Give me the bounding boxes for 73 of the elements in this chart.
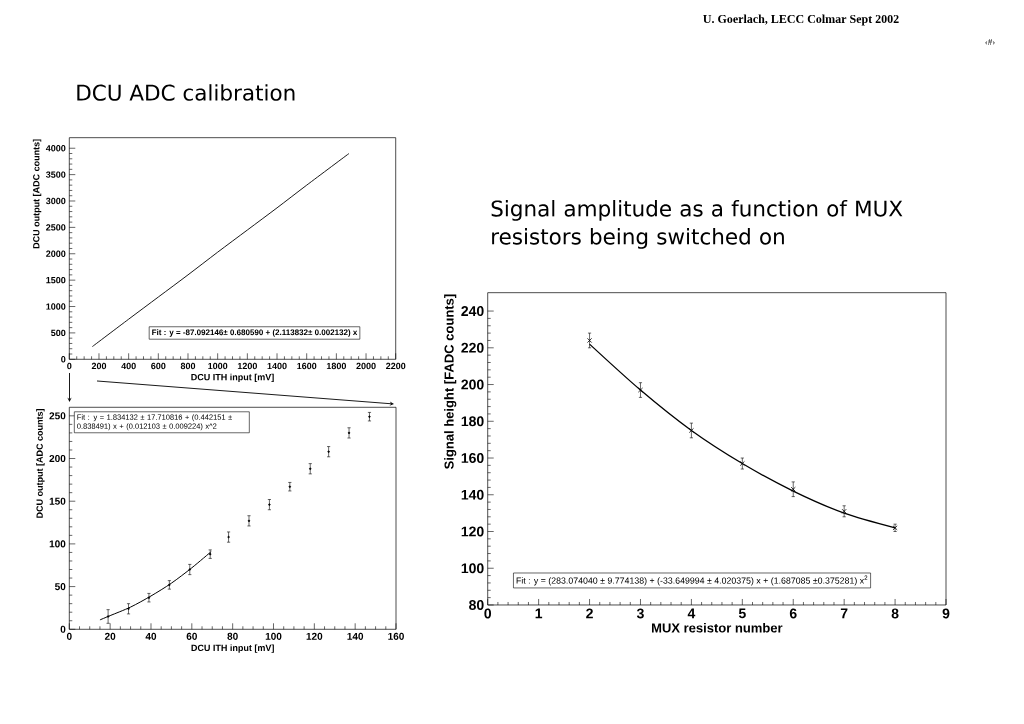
y-axis-title: Signal height [FADC counts]: [444, 294, 457, 469]
x-tick-label: 20: [104, 632, 116, 640]
y-tick-label: 240: [461, 306, 484, 317]
point: [841, 508, 847, 514]
y-tick-label: 500: [51, 329, 66, 337]
y-tick-label: 1500: [46, 276, 66, 284]
text: U. Goerlach, LECC Colmar Sept 2002: [703, 14, 899, 26]
y-tick-label: 0: [61, 356, 66, 363]
annotation: Fit : y = (283.074040 ± 9.774138) + (-33.649994 ± 4.020375) x + (1.687085 ±0.375281) x$^{2}$: [516, 575, 868, 586]
x-tick-label: 0: [484, 608, 492, 619]
x-tick-label: 0: [66, 632, 72, 640]
y-tick-label: 2500: [46, 224, 66, 231]
x-tick-label: 0: [67, 362, 72, 370]
x-tick-label: 2000: [356, 362, 376, 370]
x-tick-label: 1800: [326, 362, 347, 370]
x-tick-label: 160: [388, 632, 404, 640]
x-tick-label: 400: [121, 362, 136, 370]
y-tick-label: 50: [54, 583, 66, 591]
x-tick-label: 7: [840, 608, 848, 619]
y-tick-label: 80: [469, 600, 484, 610]
y-tick-label: 180: [461, 416, 484, 427]
x-tick-label: 3: [636, 608, 644, 619]
x-tick-label: 2: [586, 608, 593, 619]
y-tick-label: 140: [461, 489, 484, 500]
y-tick-label: 3500: [45, 171, 66, 178]
y-axis-title: DCU output [ADC counts]: [36, 409, 45, 518]
annotation: Fit : y = -87.092146± 0.680590 + (2.113832± 0.002132) x: [152, 329, 358, 337]
y-tick-label: 4000: [45, 145, 66, 152]
x-tick-label: 1200: [237, 362, 257, 370]
x-tick-label: 80: [227, 632, 238, 640]
x-tick-label: 2200: [386, 362, 406, 370]
y-tick-label: 200: [461, 379, 484, 390]
y-tick-label: 200: [49, 454, 66, 463]
x-tick-label: 1600: [297, 362, 317, 370]
x-tick-label: 1: [535, 608, 543, 619]
x-tick-label: 9: [942, 608, 950, 619]
y-tick-label: 1000: [46, 303, 66, 310]
chart-title: Signal amplitude as a function of MUX resistors being switched on: [491, 200, 903, 249]
y-tick-label: 3000: [45, 197, 66, 205]
chart-title: DCU ADC calibration: [77, 84, 295, 101]
x-tick-label: 1400: [267, 362, 287, 370]
point: [688, 427, 694, 433]
line-series: [91, 153, 350, 348]
y-tick-label: 100: [461, 563, 484, 574]
y-tick-label: 120: [461, 526, 484, 537]
y-tick-label: 0: [60, 625, 66, 633]
x-tick-label: 140: [347, 632, 364, 640]
x-tick-label: 800: [180, 362, 196, 370]
point: [790, 486, 796, 492]
x-tick-label: 40: [145, 632, 157, 640]
x-axis-title: DCU ITH input [mV]: [191, 373, 274, 383]
point: [637, 387, 643, 393]
x-tick-label: 600: [151, 362, 166, 370]
y-tick-label: 250: [49, 412, 66, 420]
x-tick-label: 60: [186, 632, 197, 640]
x-tick-label: 120: [306, 632, 323, 640]
y-tick-label: 150: [49, 497, 66, 505]
x-tick-label: 5: [738, 608, 746, 619]
x-axis-title: MUX resistor number: [652, 622, 783, 633]
x-tick-label: 8: [891, 608, 899, 619]
x-axis-title: DCU ITH input [mV]: [191, 644, 274, 653]
x-tick-label: 100: [265, 632, 282, 640]
x-tick-label: 6: [789, 608, 797, 619]
y-tick-label: 100: [49, 540, 66, 548]
x-tick-label: 4: [687, 608, 696, 619]
y-tick-label: 220: [461, 342, 484, 353]
y-tick-label: 160: [461, 453, 484, 463]
x-tick-label: 200: [91, 362, 107, 370]
y-tick-label: 2000: [46, 250, 66, 257]
point: [739, 461, 745, 467]
text: ‹#›: [985, 39, 995, 45]
x-tick-label: 1000: [208, 362, 228, 370]
y-axis-title: DCU output [ADC counts]: [32, 139, 42, 249]
